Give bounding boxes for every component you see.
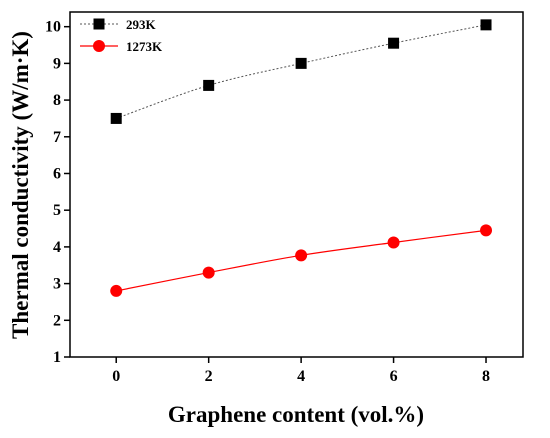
data-point (388, 37, 400, 49)
x-tick-label: 2 (205, 368, 213, 385)
data-point (387, 236, 400, 249)
y-tick-label: 9 (53, 55, 61, 72)
y-axis: 1 2 3 4 5 6 7 8 9 10 (45, 19, 70, 366)
x-tick-label: 4 (297, 368, 305, 385)
data-point (480, 224, 493, 237)
data-point (203, 79, 215, 91)
y-tick-label: 4 (53, 239, 61, 256)
legend-marker (93, 40, 105, 52)
y-tick-label: 10 (45, 19, 61, 36)
legend-label: 1273K (126, 39, 163, 54)
y-tick-label: 3 (53, 276, 61, 293)
plot-frame (69, 11, 524, 358)
y-axis-title: Thermal conductivity (W/m·K) (8, 31, 33, 339)
y-tick-label: 6 (53, 165, 61, 182)
x-axis: 0 2 4 6 8 (112, 357, 490, 385)
data-point (295, 57, 307, 69)
data-point (480, 19, 492, 31)
series-layer (110, 19, 493, 297)
y-tick-label: 1 (53, 349, 61, 366)
x-tick-label: 6 (390, 368, 398, 385)
x-axis-title: Graphene content (vol.%) (168, 402, 424, 427)
x-tick-label: 0 (112, 368, 120, 385)
y-tick-label: 2 (53, 312, 61, 329)
legend-label: 293K (126, 17, 157, 32)
data-point (202, 266, 215, 279)
data-point (110, 284, 123, 297)
y-tick-label: 7 (53, 129, 61, 146)
legend-marker (93, 18, 105, 30)
data-point (110, 112, 122, 124)
legend: 293K 1273K (80, 17, 163, 54)
series-line-0 (116, 24, 487, 119)
data-point (295, 249, 308, 262)
x-tick-label: 8 (482, 368, 490, 385)
y-tick-label: 8 (53, 92, 61, 109)
y-tick-label: 5 (53, 202, 61, 219)
